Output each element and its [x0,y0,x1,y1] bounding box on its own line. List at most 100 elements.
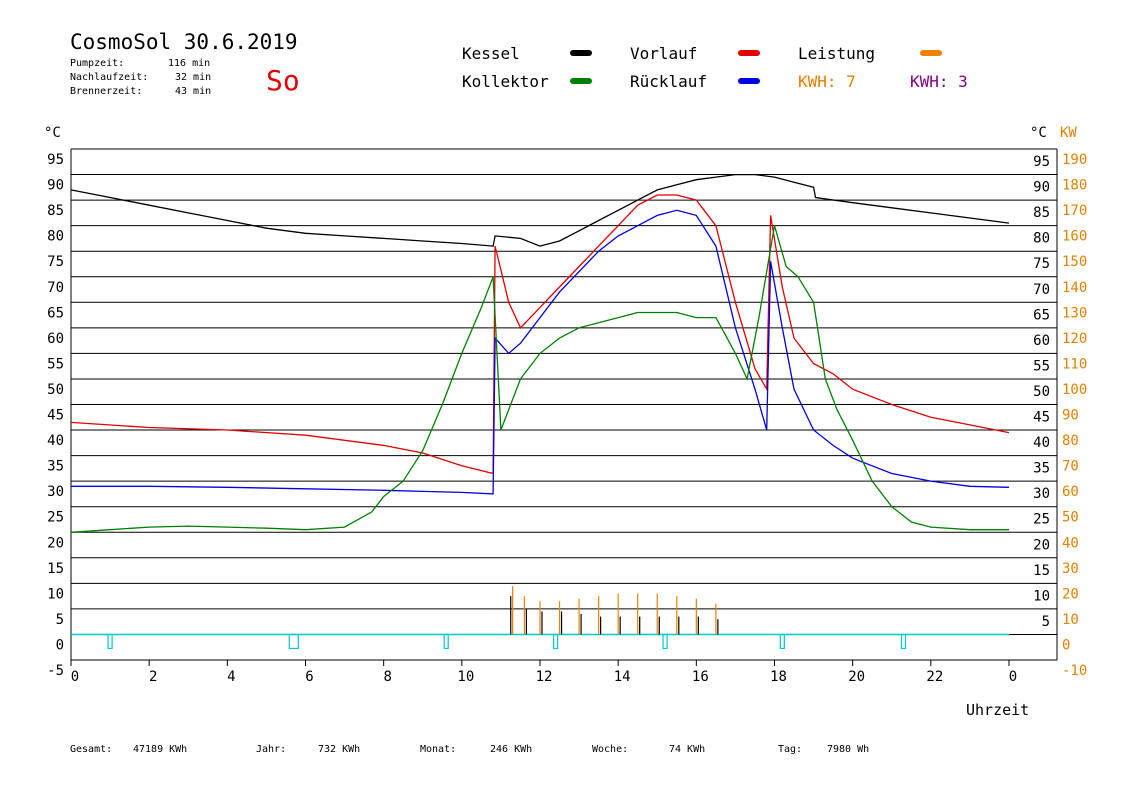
x-tick-label: 14 [614,669,631,685]
y-axis-unit-kw: KW [1060,125,1077,141]
y-tick-label-left: 75 [47,254,64,270]
stat-label-pumpzeit: Pumpzeit: [70,58,125,69]
y-axis-unit-right: °C [1030,125,1047,141]
pump-marker [779,633,785,650]
y-tick-label-left: 70 [47,280,64,296]
y-tick-label-right-temp: 50 [1033,384,1050,400]
pump-marker [107,633,113,650]
footer-value-monat: 246 KWh [490,744,533,755]
y-tick-label-right-kw: 150 [1062,254,1087,270]
y-tick-label-right-temp: 20 [1033,537,1050,553]
stat-value-pumpzeit: 116 min [168,58,211,69]
footer-value-woche: 74 KWh [669,744,706,755]
x-tick-label: 2 [149,669,157,685]
y-tick-label-left: 15 [47,561,64,577]
y-tick-label-right-temp: 95 [1033,154,1050,170]
y-tick-label-right-kw: 70 [1062,459,1079,475]
series-line-3 [70,225,1009,533]
legend-swatch-leistung [920,50,942,56]
chart-tick-labels: 0 2 4 6 8 10 12 14 16 18 20 22 095908580757065605550… [44,125,1087,719]
stat-value-brennerzeit: 43 min [175,86,212,97]
y-tick-label-right-kw: 60 [1062,484,1079,500]
y-tick-label-right-temp: 60 [1033,333,1050,349]
y-axis-unit-left: °C [44,125,61,141]
y-tick-label-left: 40 [47,433,64,449]
y-tick-label-right-temp: 10 [1033,588,1050,604]
y-tick-label-right-temp: 55 [1033,358,1050,374]
footer-label-jahr: Jahr: [256,744,287,755]
series-line-2 [71,209,1010,495]
y-tick-label-left: 35 [47,459,64,475]
stat-label-brennerzeit: Brennerzeit: [70,86,143,97]
pump-marker [662,633,668,650]
y-tick-label-right-kw: 110 [1062,356,1087,372]
x-tick-label: 16 [692,669,709,685]
y-tick-label-right-temp: 75 [1033,256,1050,272]
legend-label-vorlauf: Vorlauf [630,44,698,63]
y-tick-label-right-kw: 120 [1062,331,1087,347]
x-tick-label: 6 [305,669,313,685]
y-tick-label-left: 25 [47,510,64,526]
pump-marker [288,633,299,650]
weekday-label: So [266,64,300,97]
footer-label-monat: Monat: [420,744,457,755]
x-axis-title: Uhrzeit [966,701,1029,719]
x-tick-label: 22 [926,669,943,685]
y-tick-label-left: 30 [47,484,64,500]
y-tick-label-left: 10 [47,586,64,602]
y-tick-label-right-kw: 180 [1062,178,1087,194]
x-tick-label: 20 [848,669,865,685]
footer-label-gesamt: Gesamt: [70,744,113,755]
legend-swatch-vorlauf [738,50,760,56]
x-tick-label: 18 [770,669,787,685]
x-tick-label: 8 [383,669,391,685]
y-tick-label-right-kw: 140 [1062,280,1087,296]
y-tick-label-right-temp: 90 [1033,180,1050,196]
legend-label-leistung: Leistung [798,44,876,63]
y-tick-label-right-temp: 70 [1033,282,1050,298]
y-tick-label-left: 55 [47,356,64,372]
y-tick-label-left: 45 [47,408,64,424]
chart-power-bars [510,585,719,635]
y-tick-label-right-temp: 30 [1033,486,1050,502]
y-tick-label-left: -5 [47,663,64,679]
y-tick-label-right-kw: 160 [1062,229,1087,245]
y-tick-label-left: 0 [56,637,64,653]
legend-kwh-burner: KWH: 3 [910,72,968,91]
y-tick-label-right-kw: 10 [1062,612,1079,628]
y-tick-label-left: 95 [47,152,64,168]
legend-swatch-kollektor [570,78,592,84]
legend-swatch-kessel [570,50,592,56]
footer-label-woche: Woche: [592,744,629,755]
footer-value-gesamt: 47189 KWh [133,744,188,755]
y-tick-label-left: 20 [47,535,64,551]
chart-grid [71,148,1057,661]
y-tick-label-left: 65 [47,305,64,321]
x-tick-label: 10 [457,669,474,685]
y-tick-label-left: 80 [47,229,64,245]
y-tick-label-left: 90 [47,178,64,194]
y-tick-label-right-kw: 130 [1062,305,1087,321]
legend-label-ruecklauf: Rücklauf [630,72,708,91]
footer-value-jahr: 732 KWh [318,744,361,755]
y-tick-label-right-temp: 40 [1033,435,1050,451]
series-line-0 [70,173,1010,247]
y-tick-label-left: 85 [47,203,64,219]
x-tick-label: 0 [71,669,79,685]
legend-label-kessel: Kessel [462,44,520,63]
series-line-1 [70,194,1010,475]
y-tick-label-right-temp: 80 [1033,231,1050,247]
chart-title: CosmoSol 30.6.2019 [70,30,298,54]
legend-kwh-solar: KWH: 7 [798,72,856,91]
stat-value-nachlaufzeit: 32 min [175,72,212,83]
footer-value-tag: 7980 Wh [827,744,870,755]
y-tick-label-left: 5 [56,612,64,628]
y-tick-label-right-temp: 5 [1042,614,1050,630]
y-tick-label-right-kw: 170 [1062,203,1087,219]
y-tick-label-right-temp: 15 [1033,563,1050,579]
y-tick-label-right-kw: 50 [1062,510,1079,526]
pump-marker [900,633,907,650]
chart-series [70,173,1010,650]
y-tick-label-right-temp: 45 [1033,410,1050,426]
